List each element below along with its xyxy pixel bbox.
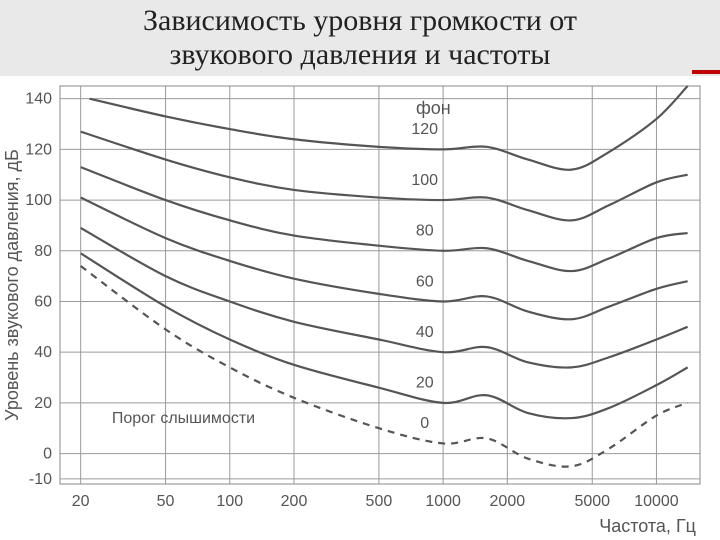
y-tick-label: 140 <box>25 91 52 108</box>
y-tick-label: 120 <box>25 141 52 158</box>
x-tick-label: 10000 <box>634 493 679 510</box>
x-axis-label: Частота, Гц <box>599 516 696 536</box>
x-tick-label: 1000 <box>425 493 461 510</box>
x-tick-label: 200 <box>281 493 308 510</box>
accent-mark <box>692 70 720 74</box>
y-tick-label: 40 <box>34 344 52 361</box>
y-tick-label: 0 <box>43 446 52 463</box>
phon-label-80: 80 <box>416 223 434 240</box>
phon-label-60: 60 <box>416 273 434 290</box>
x-tick-label: 2000 <box>490 493 526 510</box>
phon-title-label: фон <box>416 98 451 118</box>
x-tick-label: 5000 <box>574 493 610 510</box>
y-tick-label: -10 <box>29 471 52 488</box>
chart-svg: 205010020050010002000500010000-100204060… <box>0 76 720 540</box>
phon-label-40: 40 <box>416 324 434 341</box>
x-tick-label: 500 <box>366 493 393 510</box>
y-tick-label: 60 <box>34 293 52 310</box>
y-tick-label: 80 <box>34 243 52 260</box>
y-tick-label: 20 <box>34 395 52 412</box>
threshold-label: Порог слышимости <box>112 410 255 427</box>
y-tick-label: 100 <box>25 192 52 209</box>
phon-label-100: 100 <box>411 172 438 189</box>
equal-loudness-chart: 205010020050010002000500010000-100204060… <box>0 76 720 540</box>
y-axis-label: Уровень звукового давления, дБ <box>2 149 22 421</box>
phon-label-120: 120 <box>411 121 438 138</box>
x-tick-label: 100 <box>216 493 243 510</box>
phon-label-0: 0 <box>420 415 429 432</box>
x-tick-label: 50 <box>157 493 175 510</box>
phon-label-20: 20 <box>416 375 434 392</box>
page-title: Зависимость уровня громкости отзвукового… <box>143 4 577 73</box>
title-band: Зависимость уровня громкости отзвукового… <box>0 0 720 76</box>
x-tick-label: 20 <box>72 493 90 510</box>
